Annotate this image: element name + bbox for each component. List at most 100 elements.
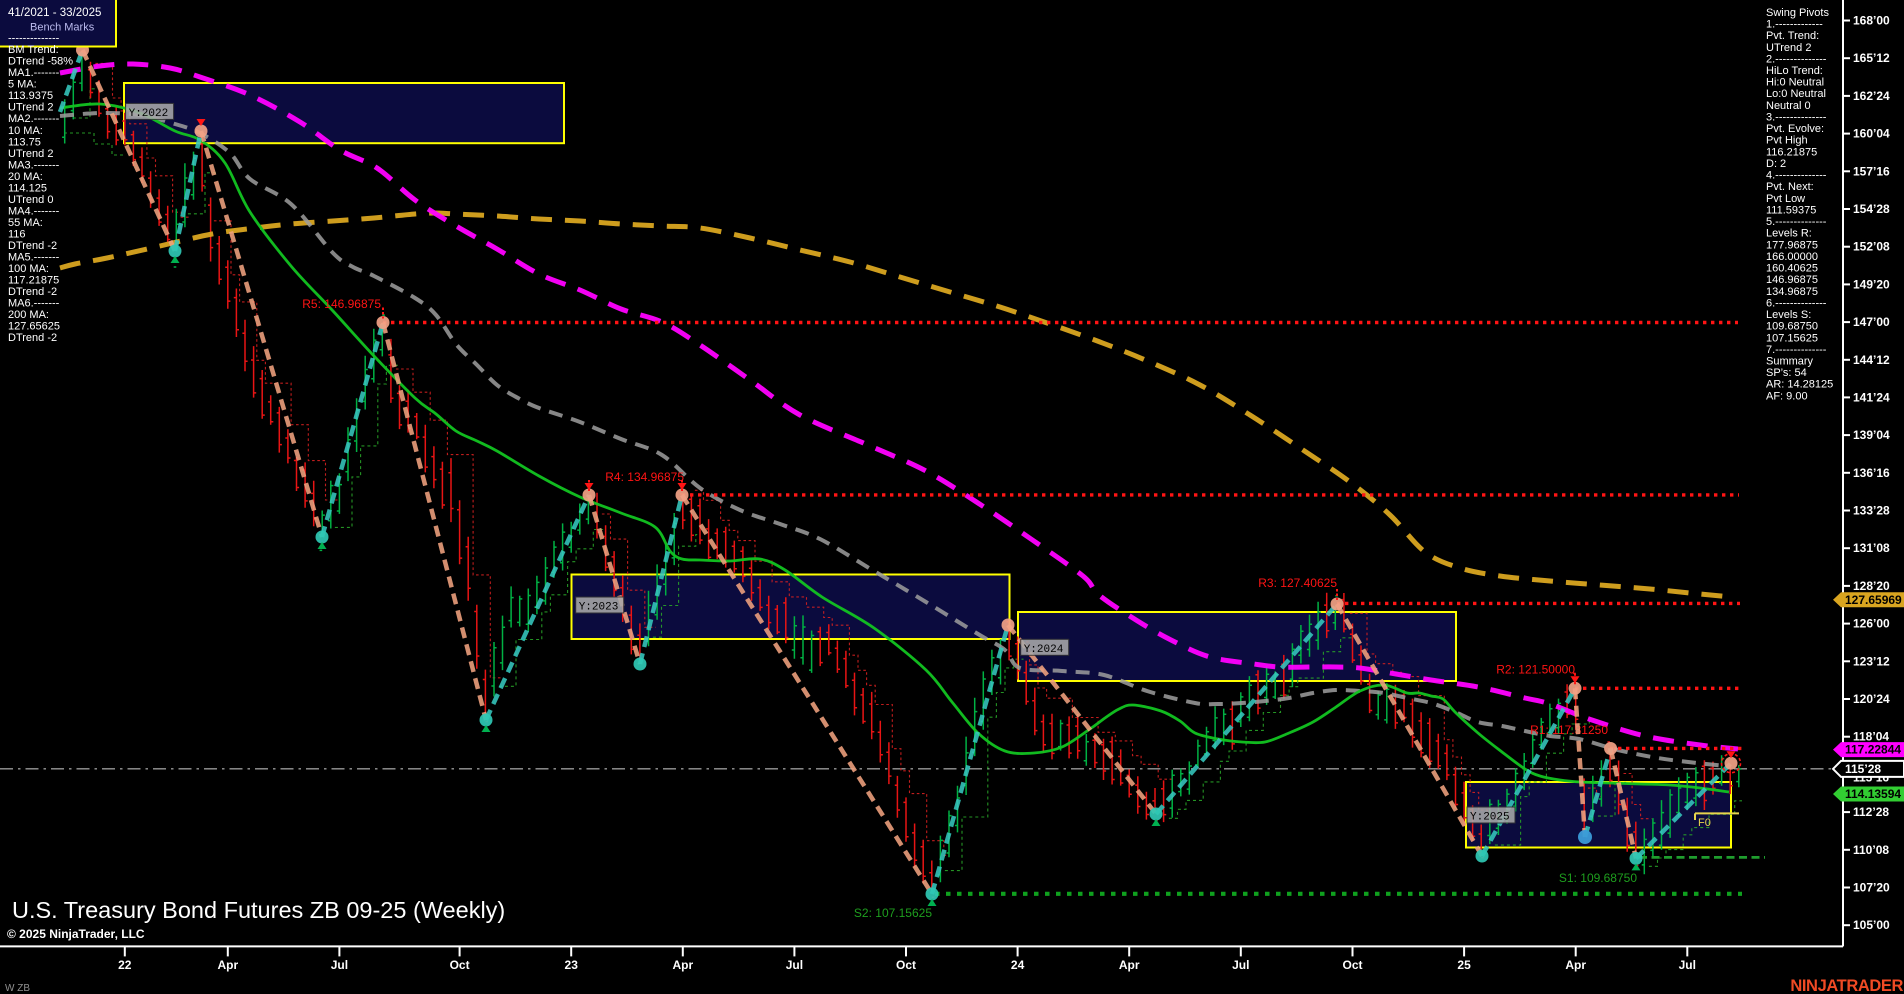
svg-text:Levels R:: Levels R: (1766, 228, 1812, 240)
svg-text:114.13594: 114.13594 (1845, 787, 1901, 801)
svg-text:Pvt High: Pvt High (1766, 135, 1808, 147)
svg-text:Pvt. Evolve:: Pvt. Evolve: (1766, 123, 1824, 135)
svg-text:114.125: 114.125 (8, 182, 47, 194)
svg-text:139’04: 139’04 (1853, 428, 1890, 442)
svg-text:Pvt. Trend:: Pvt. Trend: (1766, 30, 1819, 42)
svg-text:23: 23 (565, 958, 579, 972)
svg-text:--------------: -------------- (8, 33, 60, 45)
svg-text:177.96875: 177.96875 (1766, 239, 1818, 251)
svg-text:Jul: Jul (331, 958, 348, 972)
svg-text:Bench Marks: Bench Marks (30, 21, 95, 33)
svg-text:157’16: 157’16 (1853, 164, 1890, 178)
svg-text:128’20: 128’20 (1853, 579, 1890, 593)
svg-text:141’24: 141’24 (1853, 390, 1890, 404)
svg-text:Oct: Oct (1342, 958, 1362, 972)
svg-text:116: 116 (8, 228, 26, 240)
svg-text:DTrend -2: DTrend -2 (8, 240, 57, 252)
svg-text:Lo:0 Neutral: Lo:0 Neutral (1766, 88, 1826, 100)
svg-text:Summary: Summary (1766, 356, 1814, 368)
svg-text:136’16: 136’16 (1853, 466, 1890, 480)
svg-text:Levels S:: Levels S: (1766, 309, 1811, 321)
svg-text:109.68750: 109.68750 (1766, 321, 1818, 333)
svg-text:Hi:0 Neutral: Hi:0 Neutral (1766, 77, 1824, 89)
svg-text:S1: 109.68750: S1: 109.68750 (1559, 871, 1637, 885)
svg-text:24: 24 (1011, 958, 1025, 972)
svg-text:107’20: 107’20 (1853, 881, 1890, 895)
svg-text:118’04: 118’04 (1853, 730, 1889, 744)
svg-text:HiLo Trend:: HiLo Trend: (1766, 65, 1823, 77)
svg-text:UTrend 2: UTrend 2 (1766, 42, 1811, 54)
svg-text:F0: F0 (1698, 817, 1711, 829)
svg-text:U.S. Treasury Bond Futures ZB: U.S. Treasury Bond Futures ZB 09-25 (Wee… (12, 897, 505, 923)
svg-text:116.21875: 116.21875 (1766, 146, 1817, 158)
svg-text:20 MA:: 20 MA: (8, 171, 43, 183)
svg-text:Neutral 0: Neutral 0 (1766, 100, 1811, 112)
svg-text:117.22844: 117.22844 (1845, 743, 1901, 757)
svg-text:133’28: 133’28 (1853, 504, 1890, 518)
svg-text:MA1.-------: MA1.------- (8, 67, 60, 79)
svg-text:AF: 9.00: AF: 9.00 (1766, 390, 1808, 402)
svg-text:DTrend -2: DTrend -2 (8, 332, 57, 344)
svg-text:UTrend 0: UTrend 0 (8, 194, 53, 206)
svg-text:Apr: Apr (672, 958, 693, 972)
svg-text:147’00: 147’00 (1853, 315, 1890, 329)
svg-text:4.--------------: 4.-------------- (1766, 170, 1827, 182)
svg-text:152’08: 152’08 (1853, 240, 1890, 254)
svg-text:111.59375: 111.59375 (1766, 204, 1816, 216)
svg-text:Y:2024: Y:2024 (1024, 644, 1064, 656)
svg-text:UTrend 2: UTrend 2 (8, 102, 53, 114)
svg-text:5.--------------: 5.-------------- (1766, 216, 1827, 228)
svg-text:Jul: Jul (1679, 958, 1696, 972)
svg-text:S2: 107.15625: S2: 107.15625 (854, 906, 932, 920)
svg-text:110’08: 110’08 (1853, 843, 1889, 857)
svg-text:7.--------------: 7.-------------- (1766, 344, 1827, 356)
svg-text:Apr: Apr (1119, 958, 1140, 972)
svg-text:© 2025 NinjaTrader, LLC: © 2025 NinjaTrader, LLC (7, 927, 145, 941)
svg-text:R4: 134.96875: R4: 134.96875 (605, 470, 684, 484)
svg-text:Pvt Low: Pvt Low (1766, 193, 1805, 205)
svg-text:Oct: Oct (450, 958, 470, 972)
svg-text:NINJATRADER: NINJATRADER (1790, 977, 1903, 994)
svg-text:6.--------------: 6.-------------- (1766, 297, 1827, 309)
svg-text:166.00000: 166.00000 (1766, 251, 1818, 263)
svg-text:SP’s: 54: SP’s: 54 (1766, 367, 1807, 379)
svg-text:DTrend -2: DTrend -2 (8, 286, 57, 298)
svg-text:R2: 121.50000: R2: 121.50000 (1496, 663, 1575, 677)
svg-text:107.15625: 107.15625 (1766, 332, 1818, 344)
svg-text:AR: 14.28125: AR: 14.28125 (1766, 379, 1833, 391)
svg-text:2.--------------: 2.-------------- (1766, 53, 1827, 65)
svg-text:160.40625: 160.40625 (1766, 263, 1818, 275)
svg-text:Y:2025: Y:2025 (1470, 812, 1510, 824)
svg-text:R5: 146.96875: R5: 146.96875 (302, 297, 381, 311)
svg-text:115’28: 115’28 (1845, 762, 1881, 776)
svg-text:BM Trend:: BM Trend: (8, 44, 59, 56)
svg-text:D: 2: D: 2 (1766, 158, 1786, 170)
svg-text:Jul: Jul (1232, 958, 1249, 972)
svg-text:10 MA:: 10 MA: (8, 125, 43, 137)
svg-text:162’24: 162’24 (1853, 89, 1890, 103)
svg-text:200 MA:: 200 MA: (8, 309, 49, 321)
svg-text:112’28: 112’28 (1853, 805, 1889, 819)
svg-text:R1: 117.31250: R1: 117.31250 (1530, 723, 1608, 737)
svg-text:3.--------------: 3.-------------- (1766, 112, 1827, 124)
svg-text:Y:2022: Y:2022 (129, 108, 169, 120)
svg-text:DTrend -58%: DTrend -58% (8, 56, 73, 68)
svg-text:MA2.-------: MA2.------- (8, 113, 60, 125)
svg-text:Y:2023: Y:2023 (579, 602, 619, 614)
svg-text:55 MA:: 55 MA: (8, 217, 43, 229)
svg-text:Swing Pivots: Swing Pivots (1766, 7, 1829, 19)
svg-text:MA5.-------: MA5.------- (8, 252, 60, 264)
svg-text:MA6.-------: MA6.------- (8, 298, 60, 310)
svg-text:154’28: 154’28 (1853, 202, 1890, 216)
svg-text:Oct: Oct (896, 958, 916, 972)
svg-text:127.65969: 127.65969 (1845, 593, 1902, 607)
svg-text:131’08: 131’08 (1853, 541, 1890, 555)
svg-text:5 MA:: 5 MA: (8, 79, 37, 91)
svg-text:165’12: 165’12 (1853, 51, 1890, 65)
svg-text:25: 25 (1457, 958, 1471, 972)
svg-text:160’04: 160’04 (1853, 127, 1890, 141)
svg-text:113.9375: 113.9375 (8, 90, 53, 102)
svg-text:127.65625: 127.65625 (8, 321, 60, 333)
svg-text:117.21875: 117.21875 (8, 275, 59, 287)
svg-text:Pvt. Next:: Pvt. Next: (1766, 181, 1814, 193)
